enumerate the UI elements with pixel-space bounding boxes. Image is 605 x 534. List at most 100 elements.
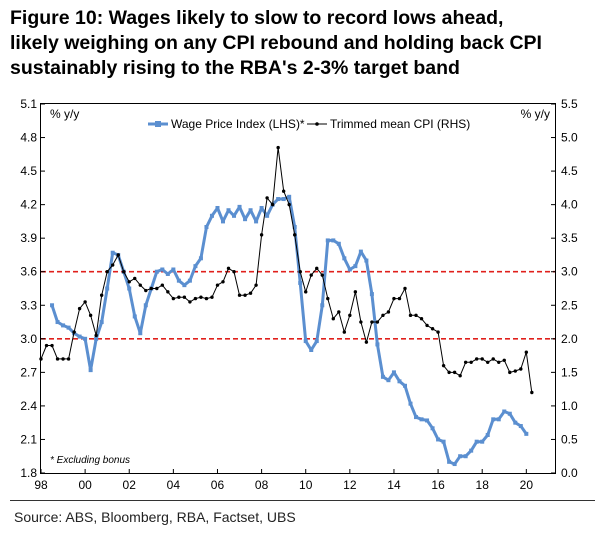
cpi-data-point bbox=[337, 310, 341, 314]
wage-data-point bbox=[447, 459, 452, 464]
cpi-data-point bbox=[342, 330, 347, 334]
wage-data-point bbox=[55, 320, 60, 325]
footnote: * Excluding bonus bbox=[50, 455, 130, 466]
cpi-data-point bbox=[105, 270, 109, 274]
cpi-data-point bbox=[133, 276, 137, 281]
wage-data-point bbox=[160, 267, 165, 272]
wage-data-point bbox=[209, 213, 214, 218]
cpi-data-point bbox=[204, 296, 209, 301]
wage-data-point bbox=[165, 271, 170, 276]
cpi-data-point bbox=[237, 293, 242, 297]
cpi-data-point bbox=[530, 390, 534, 395]
cpi-data-point bbox=[292, 233, 297, 237]
cpi-data-point bbox=[77, 306, 82, 311]
title-line-3: sustainably rising to the RBA's 2-3% tar… bbox=[10, 57, 460, 79]
target-band bbox=[41, 270, 555, 340]
x-tick-label: 00 bbox=[78, 478, 92, 492]
x-tick-label: 08 bbox=[255, 478, 269, 492]
cpi-data-point bbox=[55, 357, 60, 361]
wage-data-point bbox=[441, 439, 446, 444]
cpi-data-point bbox=[287, 202, 291, 207]
cpi-data-point bbox=[188, 300, 192, 304]
title-line-1: Figure 10: Wages likely to slow to recor… bbox=[10, 7, 504, 29]
wage-data-point bbox=[402, 383, 407, 388]
wage-data-point bbox=[99, 320, 104, 325]
cpi-data-point bbox=[171, 296, 176, 301]
legend-wage-label: Wage Price Index (LHS)* bbox=[171, 117, 305, 131]
footer-divider bbox=[10, 500, 595, 501]
right-tick-label: 4.0 bbox=[561, 198, 578, 212]
wage-data-point bbox=[425, 418, 430, 423]
wage-data-point bbox=[408, 401, 413, 406]
cpi-data-point bbox=[259, 233, 264, 237]
right-axis: 0.0 0.5 1.0 1.5 2.0 2.5 3.0 3.5 4.0 4.5 5.0 5.5 bbox=[551, 97, 578, 480]
cpi-data-point bbox=[519, 367, 523, 371]
legend-cpi-label: Trimmed mean CPI (RHS) bbox=[330, 117, 470, 131]
wage-data-point bbox=[375, 342, 380, 347]
cpi-data-point bbox=[353, 290, 358, 294]
right-axis-unit: % y/y bbox=[521, 107, 550, 121]
cpi-data-point bbox=[348, 313, 352, 318]
wage-data-point bbox=[298, 280, 303, 285]
cpi-data-point bbox=[392, 296, 396, 301]
cpi-data-point bbox=[502, 358, 506, 362]
cpi-data-point bbox=[72, 330, 76, 334]
cpi-data-point bbox=[397, 296, 402, 301]
wage-data-point bbox=[496, 417, 501, 422]
cpi-data-point bbox=[144, 288, 148, 293]
left-axis-unit: % y/y bbox=[50, 107, 79, 121]
cpi-data-point bbox=[99, 293, 104, 297]
right-tick-label: 0.5 bbox=[561, 432, 578, 446]
cpi-data-point bbox=[182, 295, 187, 299]
left-tick-label: 5.1 bbox=[20, 97, 37, 111]
cpi-data-point bbox=[480, 357, 484, 361]
legend: Wage Price Index (LHS)* Trimmed mean CPI… bbox=[148, 117, 470, 131]
x-tick-label: 12 bbox=[343, 478, 357, 492]
source-note: Source: ABS, Bloomberg, RBA, Factset, UB… bbox=[14, 509, 296, 525]
trimmed-mean-cpi-series bbox=[39, 145, 534, 395]
x-tick-label: 98 bbox=[34, 478, 48, 492]
wage-data-point bbox=[485, 432, 490, 437]
cpi-data-point bbox=[265, 196, 269, 200]
wage-data-point bbox=[397, 379, 402, 384]
right-tick-label: 4.5 bbox=[561, 164, 578, 178]
cpi-data-point bbox=[452, 370, 457, 375]
right-tick-label: 3.0 bbox=[561, 265, 578, 279]
legend-wage-marker bbox=[155, 121, 161, 127]
cpi-data-point bbox=[44, 343, 49, 348]
wage-data-point bbox=[187, 278, 192, 283]
cpi-data-point bbox=[193, 296, 198, 301]
cpi-data-point bbox=[386, 310, 391, 314]
wage-data-point bbox=[342, 256, 347, 261]
wage-data-point bbox=[414, 415, 419, 420]
left-tick-label: 2.7 bbox=[20, 365, 37, 379]
wage-data-point bbox=[524, 431, 529, 436]
wage-data-point bbox=[391, 370, 396, 375]
wage-data-point bbox=[458, 454, 463, 459]
wage-data-point bbox=[171, 267, 176, 272]
legend-cpi-marker bbox=[315, 122, 319, 126]
wage-data-point bbox=[347, 267, 352, 272]
wage-data-point bbox=[154, 269, 159, 274]
x-tick-label: 02 bbox=[123, 478, 137, 492]
wage-data-point bbox=[491, 417, 496, 422]
cpi-data-point bbox=[138, 283, 142, 287]
figure-title: Figure 10: Wages likely to slow to recor… bbox=[10, 6, 600, 81]
left-tick-label: 2.1 bbox=[20, 432, 37, 446]
wage-data-point bbox=[232, 213, 237, 218]
wage-data-point bbox=[248, 208, 253, 213]
cpi-data-point bbox=[281, 189, 286, 193]
wage-data-point bbox=[325, 238, 330, 243]
wage-data-point bbox=[127, 286, 132, 291]
cpi-data-point bbox=[326, 296, 330, 301]
x-tick-label: 14 bbox=[387, 478, 401, 492]
left-tick-label: 3.9 bbox=[20, 231, 37, 245]
wage-data-point bbox=[419, 417, 424, 422]
wage-data-point bbox=[50, 303, 55, 308]
cpi-data-point bbox=[232, 270, 236, 274]
wage-data-point bbox=[513, 420, 518, 425]
left-tick-label: 2.4 bbox=[20, 399, 37, 413]
cpi-data-point bbox=[110, 263, 115, 267]
right-tick-label: 1.0 bbox=[561, 399, 578, 413]
